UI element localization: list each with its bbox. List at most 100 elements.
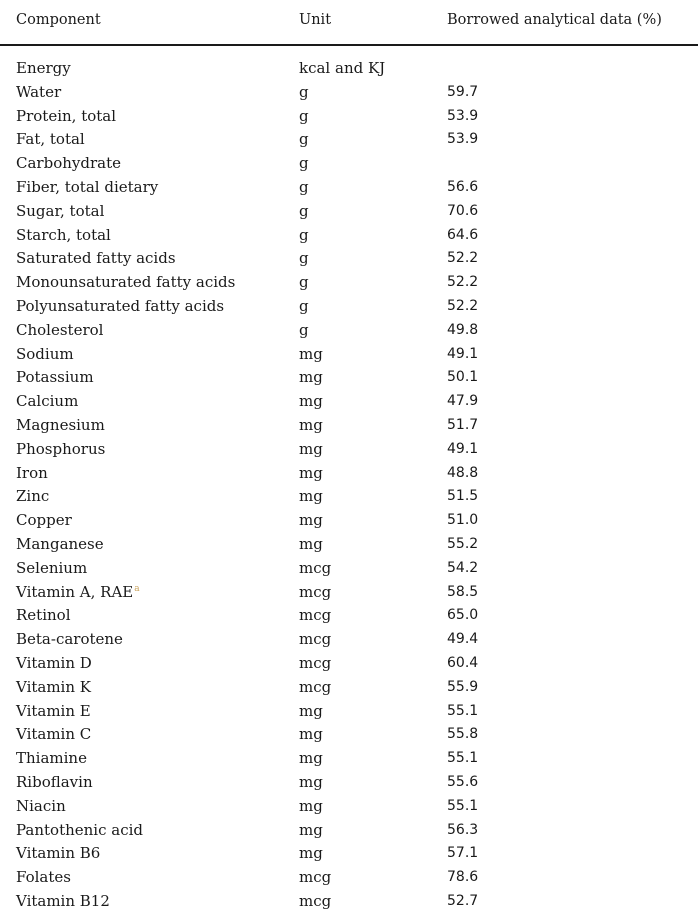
table-row: Vitamin K mcg 55.9 xyxy=(0,676,698,700)
row-unit: kcal and KJ xyxy=(299,59,386,77)
row-borrowed-value: 52.2 xyxy=(447,274,479,291)
table-row: Retinol mcg 65.0 xyxy=(0,604,698,628)
row-component: Energy xyxy=(16,59,71,77)
row-unit: mcg xyxy=(299,653,332,672)
row-borrowed-value: 51.0 xyxy=(447,512,479,529)
row-component-text: Calcium xyxy=(16,392,79,411)
row-component-text: Cholesterol xyxy=(16,320,104,339)
row-unit: g xyxy=(299,106,309,125)
row-component-text: Zinc xyxy=(16,487,50,506)
row-component-text: Carbohydrate xyxy=(16,154,121,173)
row-borrowed-value: 58.5 xyxy=(447,583,479,600)
row-component-text: Phosphorus xyxy=(16,439,106,458)
row-borrowed-value: 52.2 xyxy=(447,297,479,314)
row-component: Riboflavin xyxy=(16,773,93,791)
table-row: Calcium mg 47.9 xyxy=(0,390,698,414)
row-component: Protein, total xyxy=(16,107,116,125)
row-component: Retinol xyxy=(16,606,71,624)
row-component: Carbohydrate xyxy=(16,154,121,172)
table-row: Vitamin B12 mcg 52.7 xyxy=(0,890,698,914)
table-row: Beta-carotene mcg 49.4 xyxy=(0,628,698,652)
row-borrowed-value: 55.2 xyxy=(447,535,479,552)
row-component-text: Iron xyxy=(16,463,48,482)
row-unit: mg xyxy=(299,844,323,863)
table-row: Monounsaturated fatty acids g 52.2 xyxy=(0,271,698,295)
row-component-text: Thiamine xyxy=(16,749,87,768)
row-unit: mcg xyxy=(299,677,332,696)
row-unit: mg xyxy=(299,487,323,506)
row-component-text: Pantothenic acid xyxy=(16,820,144,839)
row-borrowed-value: 56.3 xyxy=(447,821,479,838)
row-component: Vitamin B6 xyxy=(16,844,100,862)
row-component: Cholesterol xyxy=(16,321,103,339)
row-unit: mg xyxy=(299,820,323,839)
row-unit: g xyxy=(299,177,309,196)
row-component: Vitamin C xyxy=(16,725,91,743)
table-row: Folates mcg 78.6 xyxy=(0,866,698,890)
row-component: Phosphorus xyxy=(16,440,105,458)
row-component-text: Riboflavin xyxy=(16,772,93,791)
row-borrowed-value: 57.1 xyxy=(447,845,479,862)
table-row: Fat, total g 53.9 xyxy=(0,128,698,152)
row-component: Calcium xyxy=(16,392,78,410)
row-unit: mg xyxy=(299,415,323,434)
row-component-text: Monounsaturated fatty acids xyxy=(16,273,236,292)
row-borrowed-value: 49.8 xyxy=(447,321,479,338)
table-row: Pantothenic acid mg 56.3 xyxy=(0,819,698,843)
row-borrowed-value: 54.2 xyxy=(447,559,479,576)
table-row: Iron mg 48.8 xyxy=(0,462,698,486)
table-row: Selenium mcg 54.2 xyxy=(0,557,698,581)
row-borrowed-value: 70.6 xyxy=(447,202,479,219)
header-component: Component xyxy=(16,12,101,28)
table-row: Copper mg 51.0 xyxy=(0,509,698,533)
row-unit: g xyxy=(299,249,309,268)
row-borrowed-value: 48.8 xyxy=(447,464,479,481)
row-component-text: Polyunsaturated fatty acids xyxy=(16,296,225,315)
row-component-text: Vitamin D xyxy=(16,653,92,672)
row-component: Magnesium xyxy=(16,416,105,434)
row-component: Vitamin B12 xyxy=(16,892,110,910)
row-borrowed-value: 55.1 xyxy=(447,797,479,814)
row-component: Starch, total xyxy=(16,226,111,244)
row-component-text: Vitamin B6 xyxy=(16,844,101,863)
row-borrowed-value: 49.4 xyxy=(447,631,479,648)
row-component: Monounsaturated fatty acids xyxy=(16,273,235,291)
row-borrowed-value: 60.4 xyxy=(447,654,479,671)
table-row: Vitamin B6 mg 57.1 xyxy=(0,842,698,866)
row-component: Sugar, total xyxy=(16,202,104,220)
row-borrowed-value: 65.0 xyxy=(447,607,479,624)
row-component: Saturated fatty acids xyxy=(16,249,176,267)
row-unit: mcg xyxy=(299,891,332,910)
row-unit: mcg xyxy=(299,582,332,601)
row-component: Beta-carotene xyxy=(16,630,123,648)
row-component: Thiamine xyxy=(16,749,87,767)
row-component-text: Magnesium xyxy=(16,415,105,434)
table-row: Vitamin E mg 55.1 xyxy=(0,700,698,724)
row-component: Niacin xyxy=(16,797,66,815)
table-row: Manganese mg 55.2 xyxy=(0,533,698,557)
row-component: Fat, total xyxy=(16,130,85,148)
row-unit: mg xyxy=(299,796,323,815)
row-borrowed-value: 78.6 xyxy=(447,869,479,886)
row-unit: mcg xyxy=(299,630,332,649)
row-unit: mg xyxy=(299,772,323,791)
row-unit: g xyxy=(299,82,309,101)
row-borrowed-value: 64.6 xyxy=(447,226,479,243)
row-component-text: Fat, total xyxy=(16,130,85,149)
row-borrowed-value: 56.6 xyxy=(447,178,479,195)
row-borrowed-value: 55.1 xyxy=(447,750,479,767)
row-component-text: Fiber, total dietary xyxy=(16,177,159,196)
footnote-marker[interactable]: a xyxy=(134,583,140,594)
row-component-text: Sugar, total xyxy=(16,201,105,220)
row-component-text: Starch, total xyxy=(16,225,111,244)
row-component: Vitamin D xyxy=(16,654,92,672)
row-unit: mg xyxy=(299,534,323,553)
row-component-text: Vitamin K xyxy=(16,677,91,696)
row-component-text: Protein, total xyxy=(16,106,117,125)
table-row: Protein, total g 53.9 xyxy=(0,105,698,129)
table-body: Energy kcal and KJ Water g 59.7 Protein, tota… xyxy=(0,57,698,914)
row-unit: g xyxy=(299,130,309,149)
table-row: Magnesium mg 51.7 xyxy=(0,414,698,438)
row-component-text: Vitamin B12 xyxy=(16,891,110,910)
